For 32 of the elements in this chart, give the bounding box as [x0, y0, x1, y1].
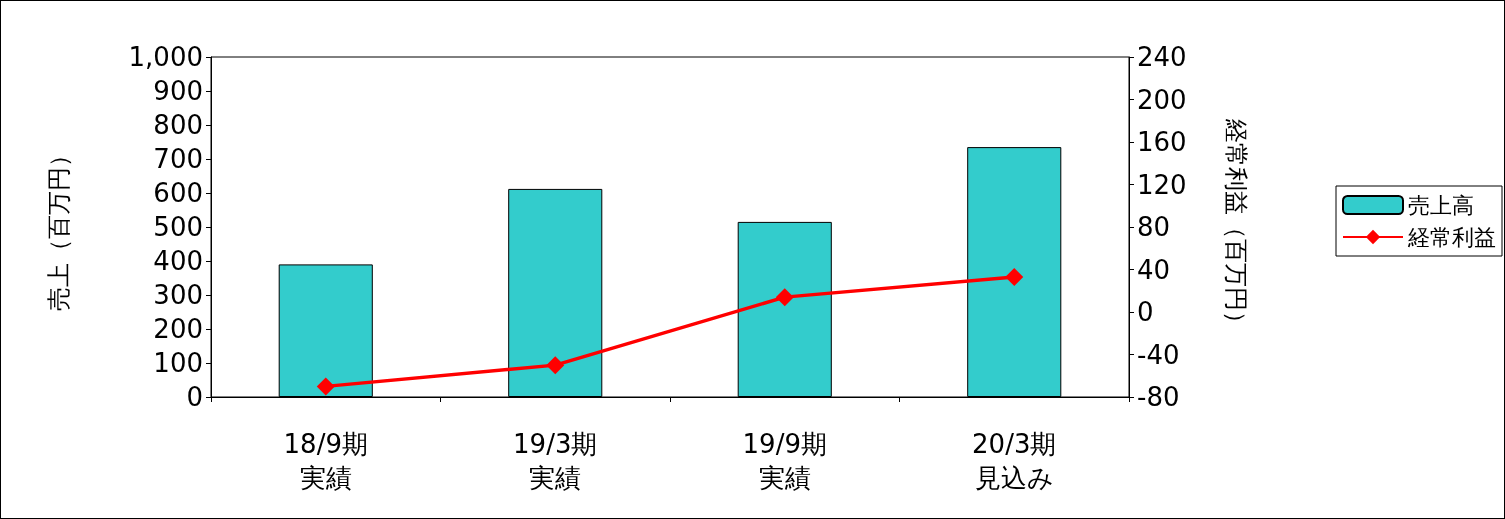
y-tick-label: 900 [153, 76, 203, 106]
point [316, 377, 335, 396]
x-tick-label: 19/3期実績 [513, 429, 598, 493]
y2-tick-label: 40 [1137, 254, 1171, 285]
y-tick-label: 800 [153, 110, 203, 140]
y-tick-label: 200 [153, 314, 203, 344]
y-tick-label: 500 [153, 212, 203, 242]
y2-tick-label: -80 [1137, 382, 1180, 412]
y2-tick-label: 160 [1137, 127, 1187, 157]
y2-tick-label: 0 [1137, 297, 1154, 327]
x-tick-label: 18/9期実績 [283, 429, 368, 493]
y-tick-label: 100 [153, 348, 203, 378]
y2-tick-label: 120 [1137, 169, 1187, 200]
y-tick-label: 600 [153, 178, 203, 208]
y2-tick-label: -40 [1137, 339, 1180, 370]
point [775, 288, 794, 307]
x-tick-label: 20/3期見込み [972, 429, 1057, 493]
x-tick-label: 19/9期実績 [742, 429, 827, 493]
y-tick-label: 700 [153, 144, 203, 174]
y2-axis-title: 経常利益（百万円） [1222, 118, 1250, 335]
y-tick-label: 0 [186, 382, 203, 412]
point [1005, 267, 1024, 286]
y2-tick-label: 80 [1137, 212, 1171, 242]
legend-label: 売上高 [1408, 192, 1474, 218]
y-tick-label: 400 [153, 246, 203, 276]
point [546, 356, 565, 375]
y2-tick-label: 240 [1137, 42, 1187, 72]
legend-label: 経常利益 [1407, 224, 1496, 250]
y-tick-label: 300 [153, 280, 203, 310]
y-tick-label: 1,000 [128, 42, 203, 72]
y2-tick-label: 200 [1137, 84, 1187, 115]
y-axis-title: 売上（百万円） [45, 143, 73, 311]
